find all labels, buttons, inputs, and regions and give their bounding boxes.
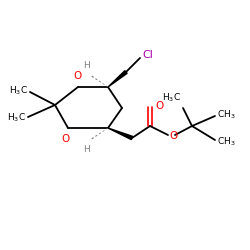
Text: O: O xyxy=(155,101,163,111)
Text: CH$_3$: CH$_3$ xyxy=(217,136,236,148)
Text: H$_3$C: H$_3$C xyxy=(9,85,28,97)
Polygon shape xyxy=(108,128,133,140)
Text: Cl: Cl xyxy=(142,50,153,60)
Text: CH$_3$: CH$_3$ xyxy=(217,109,236,121)
Text: O: O xyxy=(169,131,177,141)
Text: H: H xyxy=(82,61,89,70)
Text: H$_3$C: H$_3$C xyxy=(162,92,181,104)
Text: O: O xyxy=(62,134,70,144)
Text: O: O xyxy=(74,71,82,81)
Polygon shape xyxy=(108,71,127,87)
Text: H$_3$C: H$_3$C xyxy=(7,112,26,124)
Text: H: H xyxy=(82,145,89,154)
